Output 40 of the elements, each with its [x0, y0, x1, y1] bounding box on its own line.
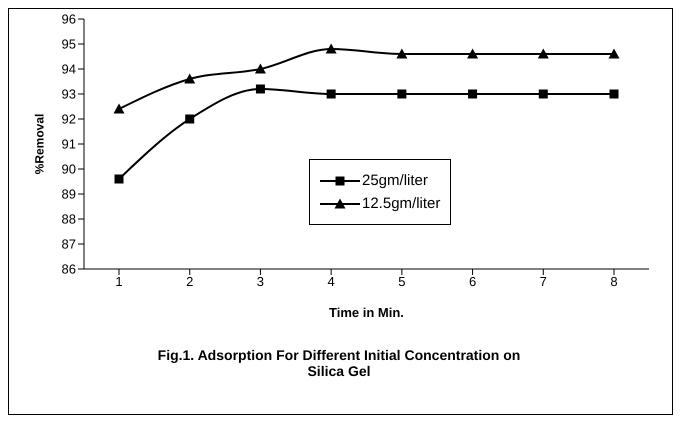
point [256, 84, 265, 94]
x-tick-label: 4 [328, 274, 335, 290]
y-tick-label: 90 [62, 162, 76, 177]
y-tick-label: 91 [62, 136, 76, 152]
point [396, 48, 408, 58]
x-tick-label: 8 [610, 274, 618, 290]
point [254, 64, 266, 74]
y-tick-label: 96 [62, 12, 76, 27]
point [326, 44, 337, 54]
y-axis-title: %Removal [32, 114, 46, 174]
y-tick-label: 89 [62, 186, 76, 202]
x-tick-label: 5 [398, 274, 406, 290]
y-tick-label: 94 [62, 62, 76, 77]
point [114, 104, 124, 114]
point [184, 74, 196, 84]
point [397, 90, 406, 98]
point [538, 48, 549, 58]
x-tick-label: 1 [115, 274, 123, 290]
x-tick-label: 7 [540, 274, 547, 290]
y-tick-label: 87 [62, 236, 76, 252]
point [608, 48, 620, 58]
point [610, 90, 618, 98]
point [468, 90, 478, 98]
legend-label: 25gm/liter [362, 172, 428, 189]
y-tick-label: 95 [62, 36, 76, 52]
text: Fig.1. Adsorption For Different Initial Concentration on Silica Gel [156, 347, 522, 379]
point [114, 174, 124, 184]
point [185, 114, 194, 124]
x-tick-label: 6 [468, 274, 476, 290]
x-tick-label: 2 [186, 274, 194, 290]
y-tick-label: 88 [62, 212, 76, 227]
legend-label: 12.5gm/liter [362, 195, 440, 212]
x-tick-label: 3 [256, 274, 264, 290]
point [538, 90, 548, 98]
y-tick-label: 92 [62, 112, 76, 127]
x-axis-title: Time in Min. [329, 305, 404, 320]
y-tick-label: 86 [62, 262, 76, 277]
y-tick-label: 93 [62, 86, 76, 102]
point [326, 90, 336, 98]
point [467, 48, 478, 58]
